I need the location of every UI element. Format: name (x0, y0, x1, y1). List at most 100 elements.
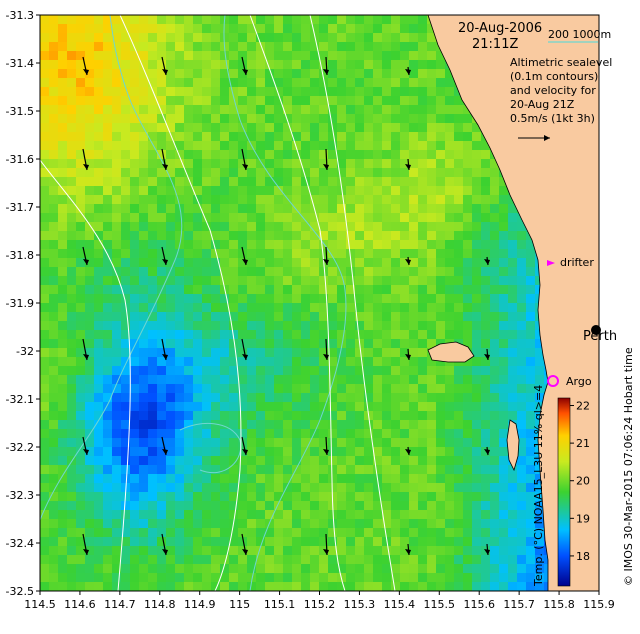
sst-pixel (247, 456, 257, 466)
sst-pixel (445, 555, 455, 565)
sst-pixel (49, 51, 59, 61)
sst-pixel (211, 465, 221, 475)
sst-pixel (535, 483, 545, 493)
sst-pixel (418, 96, 428, 106)
sst-pixel (337, 276, 347, 286)
sst-pixel (499, 528, 509, 538)
sst-pixel (319, 24, 329, 34)
sst-pixel (220, 114, 230, 124)
sst-pixel (328, 465, 338, 475)
sst-pixel (346, 582, 356, 591)
sst-pixel (319, 141, 329, 151)
sst-pixel (67, 285, 77, 295)
sst-pixel (346, 294, 356, 304)
sst-pixel (40, 366, 50, 376)
sst-pixel (310, 537, 320, 547)
sst-pixel (364, 312, 374, 322)
sst-pixel (49, 456, 59, 466)
sst-pixel (40, 249, 50, 259)
sst-pixel (193, 186, 203, 196)
sst-pixel (427, 393, 437, 403)
sst-pixel (94, 402, 104, 412)
sst-pixel (445, 537, 455, 547)
sst-pixel (418, 78, 428, 88)
sst-pixel (139, 132, 149, 142)
sst-pixel (319, 195, 329, 205)
sst-pixel (193, 123, 203, 133)
sst-pixel (274, 33, 284, 43)
sst-pixel (292, 537, 302, 547)
sst-pixel (175, 393, 185, 403)
sst-pixel (391, 33, 401, 43)
sst-pixel (265, 456, 275, 466)
sst-pixel (418, 429, 428, 439)
sst-pixel (211, 501, 221, 511)
sst-pixel (508, 492, 518, 502)
sst-pixel (310, 519, 320, 529)
sst-pixel (499, 186, 509, 196)
sst-pixel (472, 321, 482, 331)
sst-pixel (112, 357, 122, 367)
sst-pixel (148, 114, 158, 124)
sst-pixel (265, 519, 275, 529)
sst-pixel (121, 87, 131, 97)
sst-pixel (166, 267, 176, 277)
sst-pixel (157, 519, 167, 529)
sst-pixel (58, 195, 68, 205)
sst-pixel (391, 249, 401, 259)
sst-pixel (139, 429, 149, 439)
sst-pixel (328, 69, 338, 79)
sst-pixel (256, 582, 266, 591)
sst-pixel (463, 537, 473, 547)
sst-pixel (355, 303, 365, 313)
sst-pixel (382, 132, 392, 142)
sst-pixel (427, 312, 437, 322)
sst-pixel (535, 501, 545, 511)
sst-pixel (184, 51, 194, 61)
sst-pixel (103, 186, 113, 196)
sst-pixel (112, 186, 122, 196)
sst-pixel (535, 573, 545, 583)
sst-pixel (103, 528, 113, 538)
sst-pixel (76, 159, 86, 169)
sst-pixel (49, 384, 59, 394)
sst-pixel (346, 132, 356, 142)
sst-pixel (139, 384, 149, 394)
sst-pixel (391, 510, 401, 520)
sst-pixel (373, 510, 383, 520)
sst-pixel (328, 240, 338, 250)
sst-pixel (391, 231, 401, 241)
sst-pixel (499, 222, 509, 232)
sst-pixel (436, 222, 446, 232)
sst-pixel (418, 258, 428, 268)
sst-pixel (256, 186, 266, 196)
sst-pixel (310, 411, 320, 421)
sst-pixel (355, 33, 365, 43)
sst-pixel (274, 294, 284, 304)
sst-pixel (256, 204, 266, 214)
sst-pixel (517, 447, 527, 457)
sst-pixel (301, 456, 311, 466)
sst-pixel (256, 573, 266, 583)
sst-pixel (49, 15, 59, 25)
sst-pixel (274, 375, 284, 385)
sst-pixel (292, 24, 302, 34)
sst-pixel (427, 141, 437, 151)
sst-pixel (409, 96, 419, 106)
sst-pixel (40, 402, 50, 412)
sst-pixel (238, 249, 248, 259)
sst-pixel (202, 186, 212, 196)
velocity-arrowhead (405, 449, 411, 455)
sst-pixel (121, 312, 131, 322)
sst-pixel (310, 510, 320, 520)
sst-pixel (472, 312, 482, 322)
sst-pixel (94, 303, 104, 313)
sst-pixel (94, 96, 104, 106)
sst-pixel (472, 528, 482, 538)
sst-pixel (139, 465, 149, 475)
sst-pixel (454, 555, 464, 565)
sst-pixel (238, 33, 248, 43)
sst-pixel (202, 123, 212, 133)
sst-pixel (193, 492, 203, 502)
sst-pixel (202, 519, 212, 529)
